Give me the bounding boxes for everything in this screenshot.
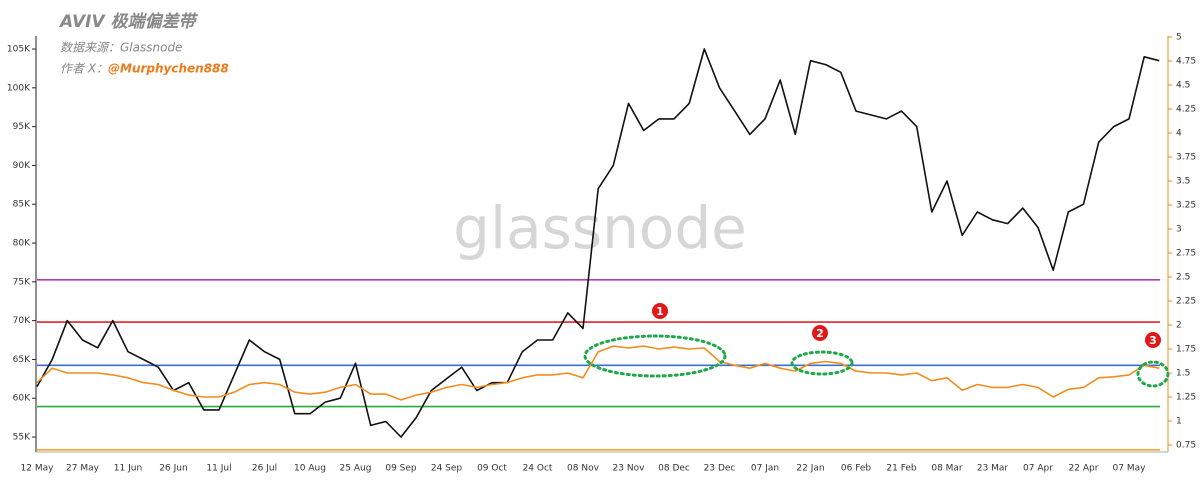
plot — [36, 48, 1160, 451]
x-tick-label: 12 May — [21, 464, 55, 474]
x-tick-label: 25 Aug — [340, 464, 372, 474]
x-tick-label: 11 Jun — [114, 464, 142, 474]
author: @Murphychen888 — [108, 62, 229, 76]
callout-badge — [652, 303, 668, 319]
x-tick-label: 22 Apr — [1069, 464, 1099, 474]
highlight-ellipse — [790, 350, 854, 376]
y2-tick-label: 2.25 — [1176, 296, 1196, 306]
y-tick-label: 95K — [13, 122, 31, 132]
y2-tick-label: 4 — [1176, 128, 1182, 138]
y2-tick-label: 2 — [1176, 320, 1182, 330]
y-tick-label: 65K — [13, 355, 31, 365]
y2-tick-label: 1.5 — [1176, 368, 1190, 378]
callout-label: 2 — [816, 327, 824, 340]
x-tick-label: 22 Jan — [796, 464, 824, 474]
x-tick-label: 08 Nov — [567, 464, 600, 474]
highlight-ellipse — [583, 334, 727, 378]
x-tick-label: 09 Sep — [385, 464, 417, 474]
x-tick-label: 23 Dec — [704, 464, 736, 474]
y-tick-label: 75K — [13, 277, 31, 287]
x-tick-label: 23 Mar — [977, 464, 1009, 474]
y-tick-label: 70K — [13, 316, 31, 326]
y-tick-label: 60K — [13, 394, 31, 404]
y2-tick-label: 3.75 — [1176, 152, 1196, 162]
x-tick-label: 24 Sep — [431, 464, 463, 474]
x-tick-label: 24 Oct — [523, 464, 553, 474]
y2-tick-label: 5 — [1176, 32, 1182, 42]
x-tick-label: 26 Jul — [252, 464, 277, 474]
y2-tick-label: 0.75 — [1176, 440, 1196, 450]
y-tick-label: 55K — [13, 433, 31, 443]
y2-tick-label: 1.75 — [1176, 344, 1196, 354]
source: 数据来源：Glassnode — [60, 41, 182, 55]
x-tick-label: 26 Jun — [159, 464, 187, 474]
x-tick-label: 11 Jul — [206, 464, 231, 474]
x-tick-label: 21 Feb — [886, 464, 917, 474]
x-tick-label: 07 May — [1113, 464, 1147, 474]
chart-title: AVIV 极端偏差带 — [58, 12, 199, 32]
y2-tick-label: 3.5 — [1176, 176, 1190, 186]
y2-tick-label: 4.25 — [1176, 104, 1196, 114]
y-tick-label: 80K — [13, 239, 31, 249]
x-tick-label: 23 Nov — [613, 464, 646, 474]
y2-tick-label: 4.75 — [1176, 56, 1196, 66]
y-tick-label: 85K — [13, 200, 31, 210]
y2-tick-label: 4.5 — [1176, 80, 1190, 90]
callout-label: 1 — [656, 305, 664, 318]
callout-label: 3 — [1149, 334, 1157, 347]
callout-badge — [812, 325, 828, 341]
y-tick-label: 90K — [13, 161, 31, 171]
y-tick-label: 105K — [7, 45, 31, 55]
x-tick-label: 08 Dec — [658, 464, 690, 474]
x-tick-label: 07 Apr — [1023, 464, 1053, 474]
x-tick-label: 10 Aug — [294, 464, 326, 474]
x-tick-label: 09 Oct — [477, 464, 507, 474]
y2-tick-label: 1.25 — [1176, 392, 1196, 402]
author-label: 作者 X： — [60, 62, 108, 76]
series-line — [36, 345, 1160, 401]
y2-tick-label: 3.25 — [1176, 200, 1196, 210]
highlight-ellipse — [1136, 360, 1170, 388]
y-tick-label: 100K — [7, 83, 31, 93]
x-tick-label: 06 Feb — [841, 464, 872, 474]
y2-tick-label: 2.5 — [1176, 272, 1190, 282]
x-tick-label: 08 Mar — [931, 464, 963, 474]
y2-tick-label: 1 — [1176, 416, 1182, 426]
y2-tick-label: 3 — [1176, 224, 1182, 234]
callout-badge — [1145, 332, 1161, 348]
series-line — [36, 48, 1160, 438]
x-tick-label: 07 Jan — [751, 464, 779, 474]
y2-tick-label: 2.75 — [1176, 248, 1196, 258]
watermark: glassnode — [453, 194, 747, 262]
x-tick-label: 27 May — [66, 464, 100, 474]
